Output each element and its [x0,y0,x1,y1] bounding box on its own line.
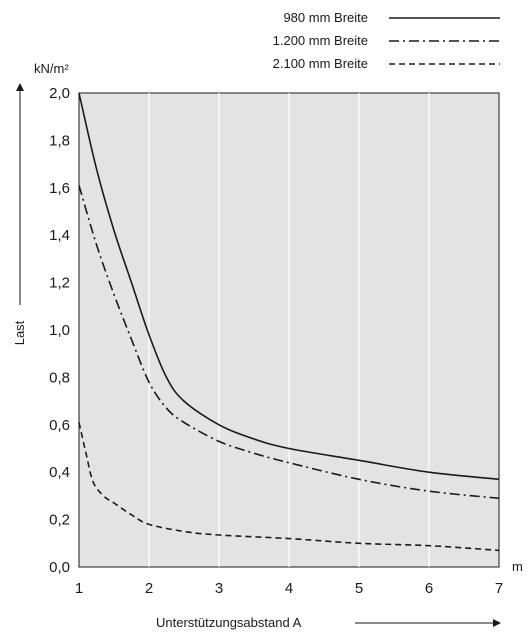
y-tick-label: 1,4 [49,227,70,244]
y-tick-label: 1,2 [49,275,70,292]
x-tick-label: 2 [145,580,153,597]
x-unit-label: m [512,559,523,574]
y-tick-label: 0,0 [49,559,70,576]
legend: 980 mm Breite 1.200 mm Breite 2.100 mm Bre… [273,10,500,71]
x-tick-label: 4 [285,580,293,597]
series-line-dashdot [78,185,500,500]
y-axis-title: Last [12,320,27,345]
legend-label: 1.200 mm Breite [273,33,368,48]
y-unit-label: kN/m² [34,61,69,76]
x-tick-label: 1 [75,580,83,597]
gridlines [148,93,430,567]
tick-labels: 1 2 3 4 5 6 7 0,0 0,2 0,4 0,6 0,8 1,0 1,2 1,4 1,6 1,8 2,0 [49,85,503,597]
series-line-solid [78,92,500,481]
series-line-dashed [78,422,500,552]
y-tick-label: 1,8 [49,132,70,149]
y-tick-label: 2,0 [49,85,70,102]
x-tick-label: 3 [215,580,223,597]
x-tick-label: 5 [355,580,363,597]
legend-label: 2.100 mm Breite [273,56,368,71]
x-axis-title: Unterstützungsabstand A [156,615,302,630]
y-tick-label: 0,2 [49,512,70,529]
y-tick-label: 1,0 [49,322,70,339]
y-tick-label: 1,6 [49,180,70,197]
y-tick-label: 0,6 [49,417,70,434]
y-tick-label: 0,4 [49,464,70,481]
x-tick-label: 6 [425,580,433,597]
legend-label: 980 mm Breite [283,10,368,25]
y-tick-label: 0,8 [49,369,70,386]
x-tick-label: 7 [495,580,503,597]
series-lines [78,92,500,552]
